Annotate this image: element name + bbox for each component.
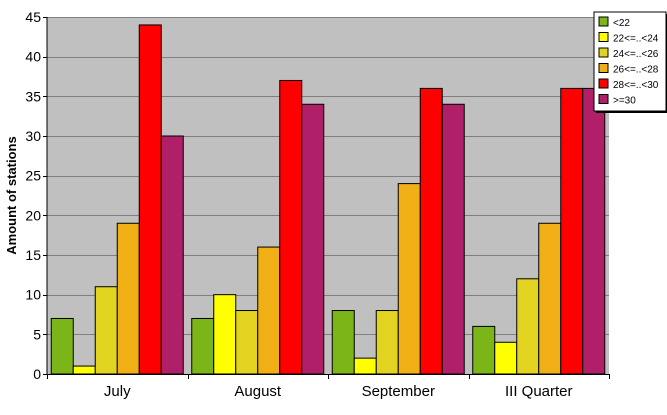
y-tick-labels: 0 5 10 15 20 25 30 35 40 45 (25, 9, 41, 382)
bar (538, 222, 562, 375)
bar (301, 103, 325, 375)
legend-label: >=30 (613, 96, 636, 107)
legend-swatch (598, 63, 609, 73)
y-axis-label: Amount of stations (4, 136, 19, 254)
bar (116, 222, 140, 375)
legend-swatch (598, 47, 609, 58)
legend-label: 26<=..<28 (613, 65, 659, 76)
bar (494, 341, 518, 375)
bars (50, 24, 606, 375)
legend-label: 22<=..<24 (613, 34, 659, 45)
bar (279, 79, 303, 375)
legend-label: 28<=..<30 (613, 80, 659, 91)
x-tick-label: August (234, 383, 282, 400)
bar (331, 310, 355, 375)
legend-swatch (598, 32, 609, 42)
bar (472, 325, 496, 375)
bar (235, 310, 259, 375)
bar (375, 310, 399, 375)
legend-swatch (598, 78, 609, 89)
bar (213, 294, 237, 375)
y-tick-label: 45 (25, 9, 41, 25)
bar (160, 135, 184, 375)
axes (43, 17, 610, 379)
legend: <22 22<=..<24 24<=..<26 26<=..<28 28<=..<30 >… (593, 11, 667, 113)
x-tick-label: September (362, 383, 435, 400)
bar (397, 183, 421, 375)
bar (441, 103, 465, 375)
bar (582, 87, 606, 375)
bar (257, 246, 281, 375)
bar (419, 87, 443, 375)
legend-swatch (598, 16, 609, 27)
bar (353, 357, 377, 375)
y-tick-label: 15 (25, 247, 41, 263)
x-tick-label: III Quarter (505, 383, 573, 400)
legend-swatch (598, 94, 609, 104)
y-tick-label: 10 (25, 287, 41, 303)
bar (516, 278, 540, 375)
y-tick-label: 30 (25, 128, 41, 144)
x-tick-label: July (104, 383, 131, 400)
bar (94, 286, 118, 375)
legend-label: <22 (613, 18, 630, 29)
y-tick-label: 25 (25, 168, 41, 184)
x-tick-labels: July August September III Quarter (104, 383, 573, 400)
bar (50, 317, 74, 375)
bar (138, 24, 162, 375)
legend-label: 24<=..<26 (613, 49, 659, 60)
y-tick-label: 5 (33, 326, 41, 342)
bar (191, 317, 215, 375)
y-tick-label: 20 (25, 207, 41, 223)
bar (72, 365, 96, 375)
y-tick-label: 35 (25, 88, 41, 104)
bar (560, 87, 584, 375)
y-tick-label: 40 (25, 49, 41, 65)
y-tick-label: 0 (33, 366, 41, 382)
